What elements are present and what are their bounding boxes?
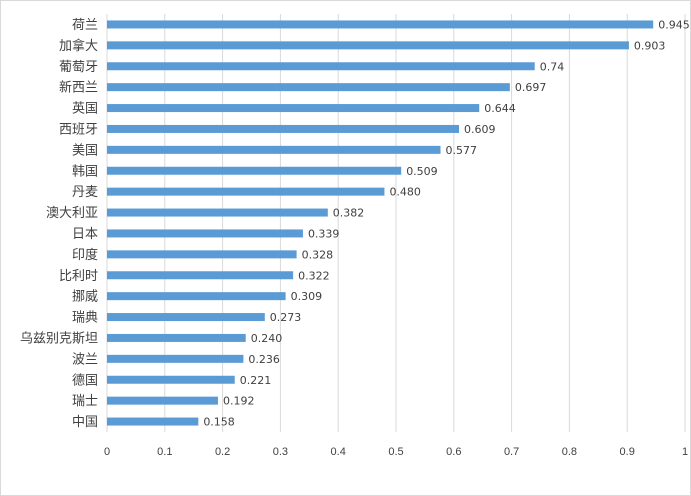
x-tick-label: 0 — [104, 446, 110, 458]
bar — [107, 292, 286, 301]
bar — [107, 145, 441, 154]
category-label: 英国 — [72, 102, 98, 117]
bars — [107, 20, 654, 426]
data-label: 0.903 — [634, 39, 666, 52]
x-tick-label: 0.6 — [446, 446, 461, 458]
category-label: 波兰 — [72, 352, 98, 367]
data-label: 0.221 — [240, 374, 272, 387]
x-tick-label: 0.4 — [331, 446, 346, 458]
data-labels: 0.945 0.903 0.74 0.697 0.644 0.609 0.577 0.509 0… — [203, 18, 689, 428]
data-label: 0.382 — [333, 207, 365, 220]
x-axis-tick-labels: 0 0.1 0.2 0.3 0.4 0.5 0.6 0.7 0.8 0.9 1 — [104, 446, 688, 458]
bar — [107, 83, 510, 92]
x-tick-label: 0.7 — [504, 446, 519, 458]
bar — [107, 187, 385, 196]
bar — [107, 354, 244, 363]
data-label: 0.322 — [298, 269, 330, 282]
category-label: 葡萄牙 — [59, 60, 98, 75]
bar — [107, 166, 402, 175]
bar — [107, 208, 328, 217]
category-label: 挪威 — [72, 290, 98, 305]
category-label: 丹麦 — [72, 185, 98, 200]
bar — [107, 250, 297, 259]
data-label: 0.577 — [446, 144, 478, 157]
data-label: 0.236 — [248, 353, 280, 366]
data-label: 0.328 — [302, 248, 334, 261]
bar — [107, 417, 199, 426]
x-tick-label: 0.8 — [562, 446, 577, 458]
bar — [107, 396, 218, 405]
category-label: 美国 — [72, 143, 98, 158]
data-label: 0.339 — [308, 227, 340, 240]
bar — [107, 313, 265, 322]
x-tick-label: 0.2 — [215, 446, 230, 458]
data-label: 0.509 — [406, 165, 438, 178]
data-label: 0.945 — [658, 18, 690, 31]
category-label: 日本 — [72, 227, 98, 242]
bar — [107, 375, 235, 384]
bar — [107, 229, 303, 238]
category-label: 澳大利亚 — [46, 205, 98, 221]
data-label: 0.480 — [389, 186, 421, 199]
gridlines — [106, 14, 686, 432]
data-label: 0.240 — [251, 332, 283, 345]
category-label: 德国 — [72, 373, 98, 388]
data-label: 0.609 — [464, 123, 496, 136]
category-label: 西班牙 — [59, 122, 98, 137]
category-label: 荷兰 — [72, 18, 98, 33]
category-label: 乌兹别克斯坦 — [20, 330, 98, 346]
bar — [107, 41, 629, 50]
x-tick-label: 0.5 — [388, 446, 403, 458]
bar — [107, 124, 460, 133]
category-label: 韩国 — [72, 164, 98, 179]
category-label: 比利时 — [59, 269, 98, 284]
data-label: 0.158 — [203, 416, 235, 429]
data-label: 0.644 — [484, 102, 516, 115]
bar — [107, 333, 246, 342]
data-label: 0.273 — [270, 311, 302, 324]
bar — [107, 104, 480, 113]
data-label: 0.309 — [291, 290, 323, 303]
category-label: 新西兰 — [59, 80, 98, 96]
category-label: 印度 — [72, 247, 98, 263]
x-tick-label: 0.1 — [157, 446, 172, 458]
x-tick-label: 0.3 — [273, 446, 288, 458]
data-label: 0.697 — [515, 81, 547, 94]
category-label: 瑞典 — [72, 311, 98, 326]
data-label: 0.192 — [223, 395, 255, 408]
category-label: 加拿大 — [59, 38, 98, 54]
data-label: 0.74 — [540, 60, 565, 73]
category-label: 中国 — [72, 415, 98, 430]
x-tick-label: 0.9 — [620, 446, 635, 458]
bar — [107, 62, 535, 71]
bar — [107, 20, 654, 29]
category-labels: 荷兰加拿大葡萄牙新西兰英国西班牙美国韩国丹麦澳大利亚日本印度比利时挪威瑞典乌兹别… — [20, 18, 98, 430]
category-label: 瑞士 — [72, 394, 98, 409]
bar — [107, 271, 294, 280]
x-tick-label: 1 — [682, 446, 688, 458]
